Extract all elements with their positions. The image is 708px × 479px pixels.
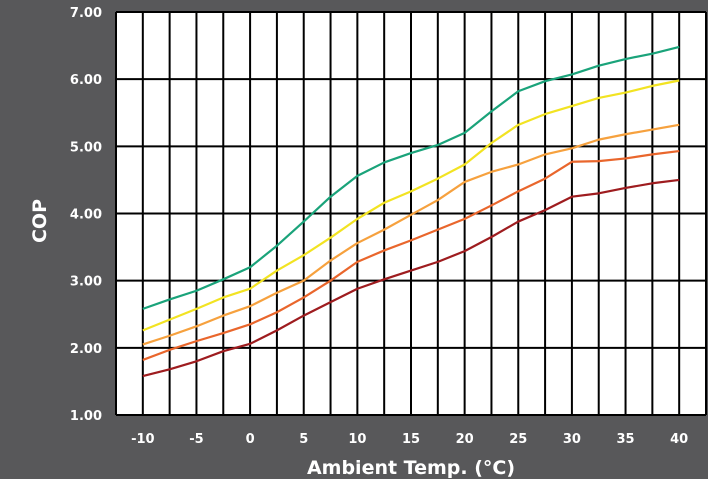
x-axis-title: Ambient Temp. (°C) bbox=[307, 457, 515, 479]
x-tick-label: -5 bbox=[189, 432, 203, 447]
x-tick-label: 5 bbox=[299, 432, 308, 447]
y-tick-label: 6.00 bbox=[70, 73, 102, 88]
series-line-2 bbox=[142, 79, 680, 332]
x-tick-label: 15 bbox=[402, 432, 420, 447]
x-tick-label: 10 bbox=[348, 432, 366, 447]
x-tick-label: 25 bbox=[509, 432, 527, 447]
series-line-5 bbox=[142, 178, 680, 378]
y-tick-label: 4.00 bbox=[70, 208, 102, 223]
y-tick-label: 5.00 bbox=[70, 140, 102, 155]
x-tick-labels: -10 -5 0 5 10 15 20 25 30 35 40 bbox=[131, 432, 688, 447]
x-tick-label: 0 bbox=[246, 432, 255, 447]
x-tick-label: 20 bbox=[456, 432, 474, 447]
series-line-1 bbox=[142, 45, 680, 310]
y-tick-label: 3.00 bbox=[70, 275, 102, 290]
x-tick-label: -10 bbox=[131, 432, 155, 447]
grid-lines bbox=[115, 11, 707, 416]
y-tick-label: 7.00 bbox=[70, 6, 102, 21]
series-lines bbox=[142, 45, 680, 378]
y-tick-label: 1.00 bbox=[70, 409, 102, 424]
y-axis-title: COP bbox=[29, 199, 51, 243]
series-line-4 bbox=[142, 149, 680, 361]
y-tick-label: 2.00 bbox=[70, 342, 102, 357]
x-tick-label: 40 bbox=[670, 432, 688, 447]
y-tick-labels: 1.00 2.00 3.00 4.00 5.00 6.00 7.00 bbox=[70, 6, 102, 424]
x-tick-label: 30 bbox=[563, 432, 581, 447]
x-tick-label: 35 bbox=[616, 432, 634, 447]
series-line-3 bbox=[142, 123, 680, 346]
